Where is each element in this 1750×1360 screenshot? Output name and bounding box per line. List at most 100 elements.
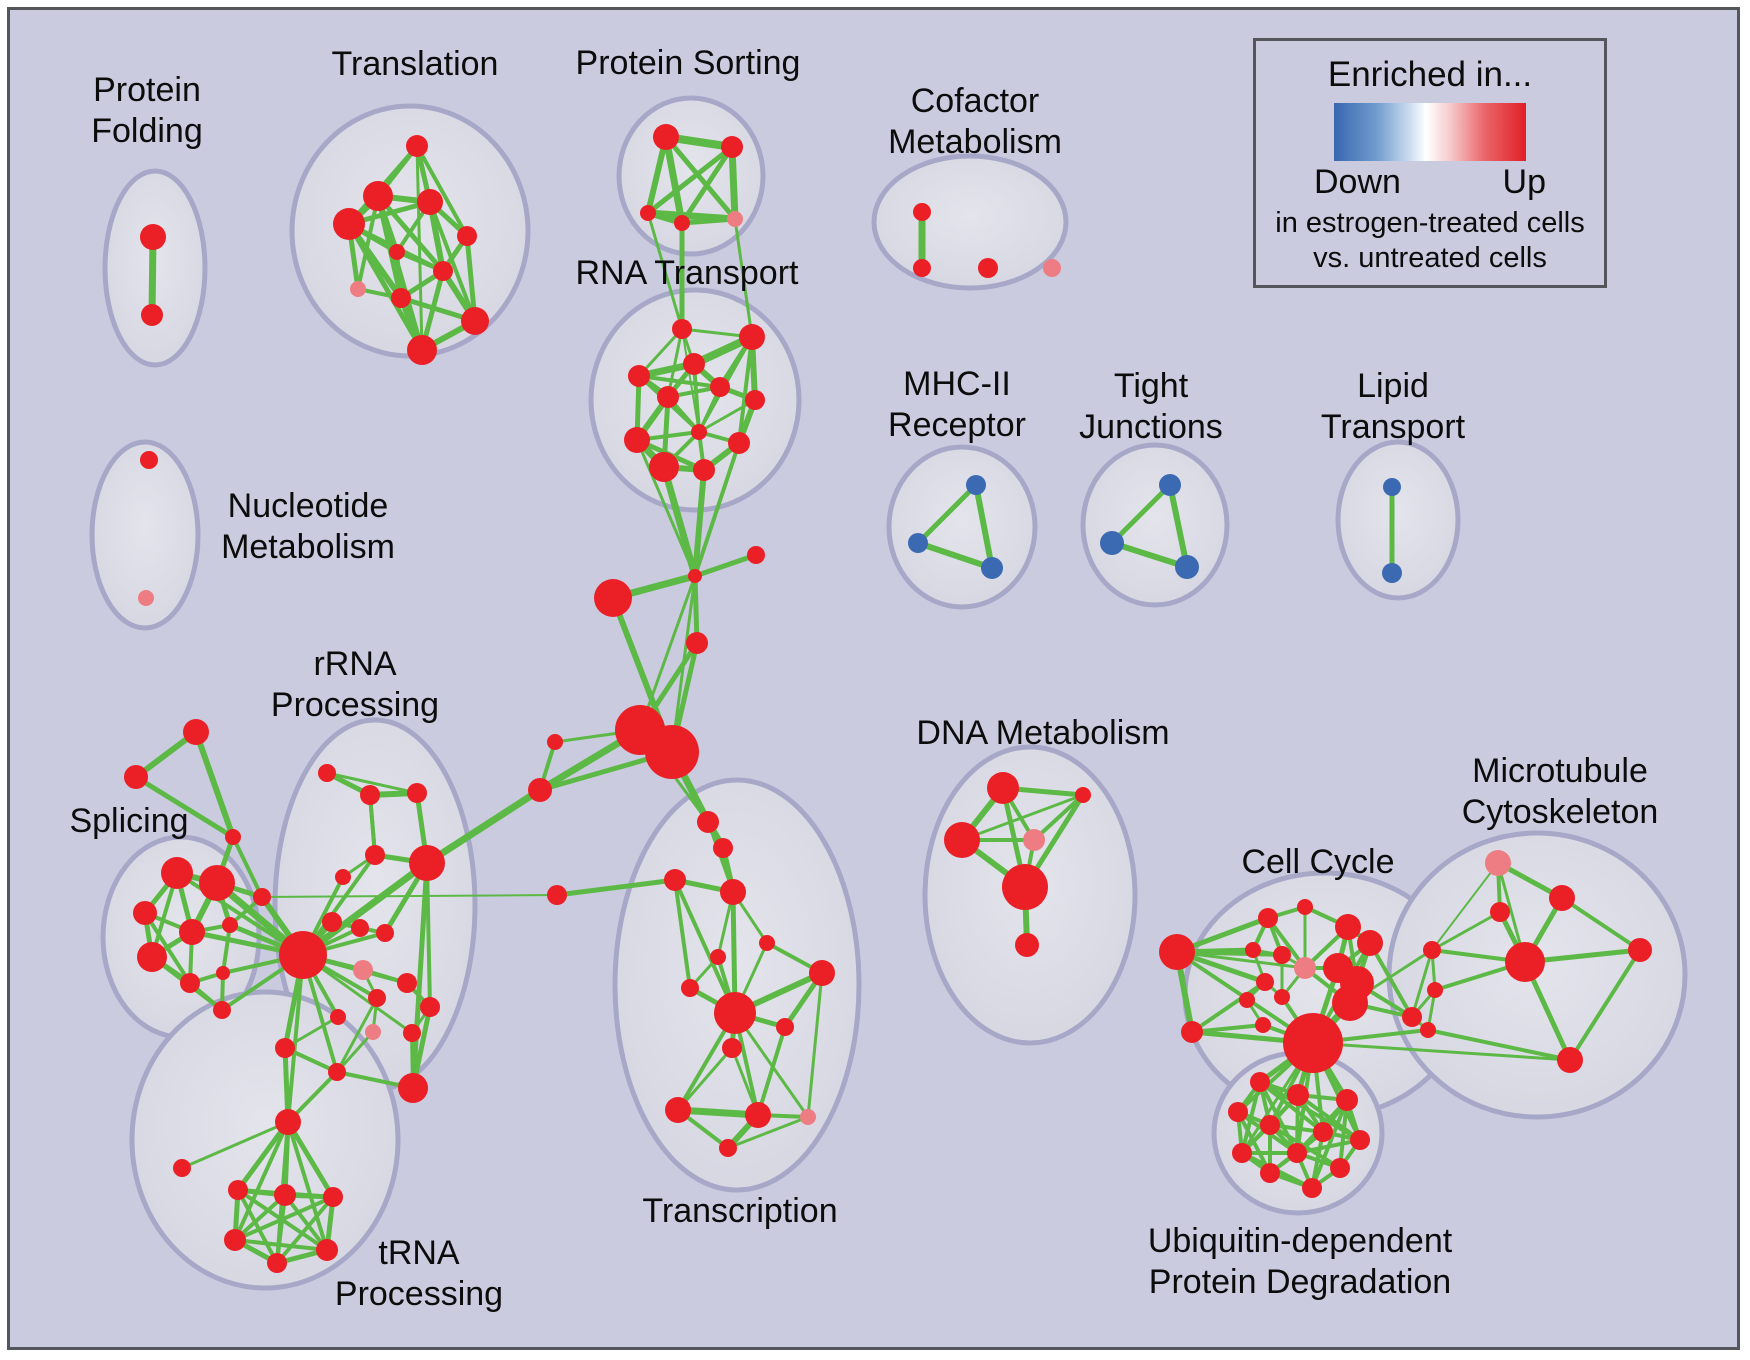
gene-set-node: [1283, 1013, 1343, 1073]
gene-set-node: [406, 135, 428, 157]
gene-set-node: [161, 857, 193, 889]
gene-set-node: [1490, 902, 1510, 922]
enrichment-edge: [148, 236, 157, 316]
gene-set-node: [649, 452, 679, 482]
gene-set-node: [365, 1024, 381, 1040]
gene-set-node: [624, 427, 650, 453]
cluster-label: Processing: [271, 686, 439, 724]
enrichment-edge: [1427, 1028, 1571, 1062]
gene-set-node: [397, 973, 417, 993]
gene-set-node: [594, 579, 632, 617]
gene-set-node: [180, 973, 200, 993]
cluster-label: Cofactor: [911, 82, 1040, 120]
enrichment-edge: [728, 146, 739, 220]
legend-down-label: Down: [1314, 163, 1401, 201]
gene-set-node: [728, 432, 750, 454]
enrichment-edge: [236, 1189, 279, 1264]
enrichment-edge: [286, 1121, 329, 1251]
gene-set-node: [1181, 1021, 1203, 1043]
cluster-label: rRNA: [313, 645, 396, 683]
enrichment-edge: [698, 398, 756, 434]
cluster-label: Receptor: [888, 406, 1026, 444]
enrichment-edge: [677, 1106, 759, 1119]
enrichment-edge: [231, 836, 264, 898]
gene-set-node: [433, 261, 453, 281]
enrichment-edge: [646, 212, 684, 330]
gene-set-node: [1015, 933, 1039, 957]
legend-scale: Down Up: [1314, 163, 1546, 202]
gene-set-node: [1256, 973, 1274, 991]
gene-set-node: [645, 725, 699, 779]
cluster-label: Tight: [1114, 367, 1189, 405]
cluster-ellipse: [871, 153, 1069, 291]
enrichment-edge: [1431, 862, 1499, 951]
gene-set-node: [1002, 864, 1048, 910]
gene-set-node: [323, 1187, 343, 1207]
gene-set-node: [665, 1097, 691, 1123]
gene-set-node: [124, 765, 148, 789]
legend-gradient-bar: [1334, 103, 1526, 161]
cluster-ellipse: [886, 444, 1038, 610]
enrichment-edge: [1338, 1099, 1349, 1169]
cluster-label: Translation: [332, 45, 499, 83]
enrichment-edge: [693, 442, 741, 577]
gene-set-node: [722, 1038, 742, 1058]
enrichment-edge: [973, 484, 995, 569]
gene-set-node: [1250, 1072, 1270, 1092]
gene-set-node: [173, 1159, 191, 1177]
cluster-label: Transcription: [642, 1192, 837, 1230]
enrichment-edge: [1190, 980, 1267, 1034]
gene-set-node: [1287, 1084, 1309, 1106]
legend-title: Enriched in...: [1327, 55, 1533, 94]
gene-set-node: [1273, 946, 1291, 964]
gene-set-node: [720, 879, 746, 905]
gene-set-node: [1075, 787, 1091, 803]
gene-set-node: [657, 386, 679, 408]
gene-set-node: [322, 912, 342, 932]
gene-set-node: [350, 281, 366, 297]
gene-set-node: [674, 215, 690, 231]
enrichment-edge: [234, 1238, 328, 1252]
gene-set-node: [228, 1180, 248, 1200]
cluster-label: Protein: [93, 71, 201, 109]
gene-set-node: [776, 1018, 794, 1036]
enrichment-edge: [635, 439, 697, 577]
gene-set-node: [316, 1239, 338, 1261]
enrichment-edge: [285, 1120, 336, 1199]
gene-set-node: [1228, 1102, 1248, 1122]
gene-set-node: [1485, 850, 1511, 876]
legend-caption-line2: vs. untreated cells: [1313, 242, 1547, 274]
gene-set-node: [179, 919, 205, 945]
gene-set-node: [407, 783, 427, 803]
enrichment-edge: [425, 862, 432, 1008]
gene-set-node: [966, 475, 986, 495]
gene-set-node: [719, 1139, 737, 1157]
enrichment-edge: [1368, 942, 1414, 1018]
gene-set-node: [398, 1073, 428, 1103]
gene-set-node: [688, 569, 702, 583]
enrichment-edge: [1032, 793, 1085, 842]
enrichment-edge: [235, 1120, 291, 1192]
gene-set-node: [747, 546, 765, 564]
gene-set-node: [908, 533, 928, 553]
enrichment-edge: [410, 862, 430, 1089]
legend: Enriched in... Down Up in estrogen-treat…: [1253, 38, 1607, 288]
gene-set-node: [913, 203, 931, 221]
cluster-label: Transport: [1321, 408, 1466, 446]
enrichment-edge: [694, 552, 757, 579]
gene-set-node: [275, 1109, 301, 1135]
enrichment-edge: [1431, 910, 1501, 952]
enrichment-edge: [679, 145, 735, 225]
gene-set-node: [222, 917, 238, 933]
enrichment-edge: [673, 879, 737, 1014]
gene-set-node: [978, 258, 998, 278]
enrichment-edge: [1310, 1099, 1349, 1189]
gene-set-node: [140, 224, 166, 250]
cluster-ellipse: [1335, 439, 1461, 601]
gene-set-node: [213, 1001, 231, 1019]
gene-set-node: [363, 181, 393, 211]
enrichment-edge: [638, 575, 697, 731]
gene-set-node: [1232, 1143, 1252, 1163]
gene-set-node: [683, 353, 705, 375]
cluster-label: Cytoskeleton: [1462, 793, 1659, 831]
